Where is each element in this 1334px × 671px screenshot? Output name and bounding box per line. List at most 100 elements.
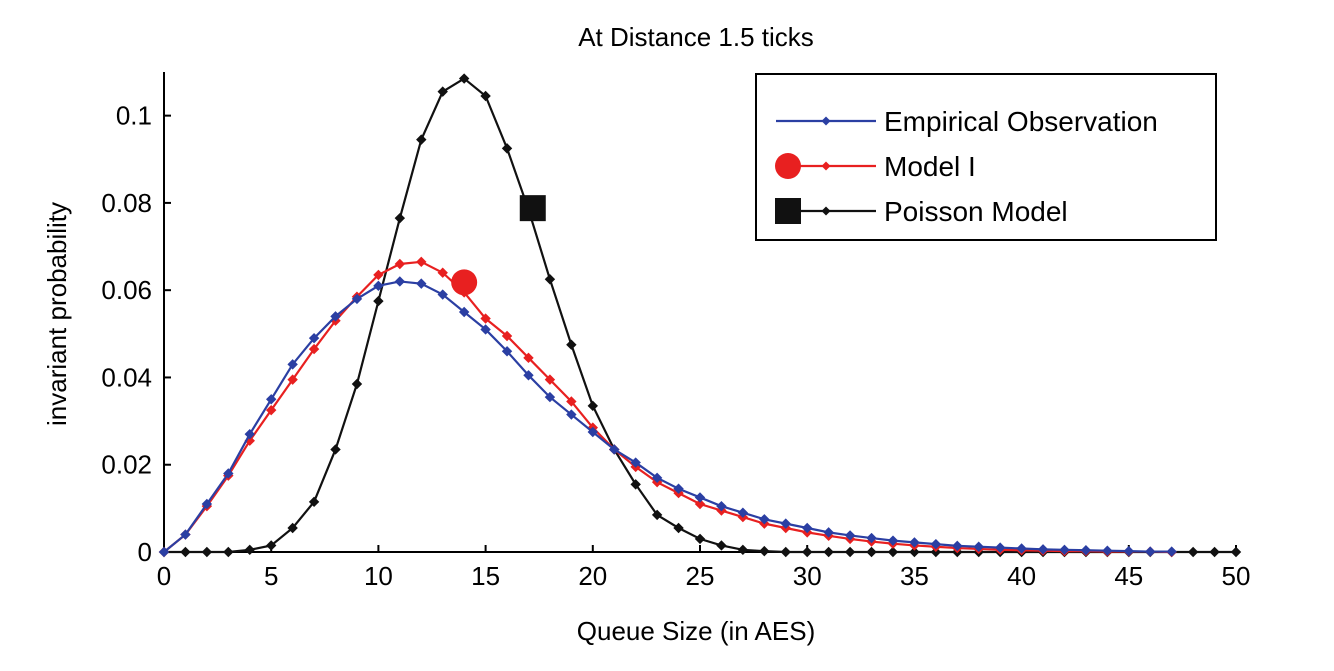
data-point-model-i xyxy=(501,330,513,342)
data-point-poisson-model xyxy=(1209,546,1220,558)
data-point-poisson-model xyxy=(737,544,749,556)
data-point-empirical-observation xyxy=(287,359,298,370)
data-point-empirical-observation xyxy=(609,444,620,455)
y-tick-label: 0.08 xyxy=(101,188,152,218)
data-point-empirical-observation xyxy=(330,311,341,322)
data-point-model-i xyxy=(287,374,298,385)
x-tick-label: 35 xyxy=(900,561,929,591)
data-point-empirical-observation xyxy=(180,529,191,540)
data-point-poisson-model xyxy=(930,546,942,558)
data-point-empirical-observation xyxy=(994,542,1006,553)
data-point-poisson-model xyxy=(265,540,277,551)
data-point-empirical-observation xyxy=(973,541,984,552)
data-point-poisson-model xyxy=(673,522,684,534)
x-tick-label: 30 xyxy=(793,561,822,591)
data-point-poisson-model xyxy=(759,545,770,557)
data-point-empirical-observation xyxy=(930,538,942,550)
x-tick-label: 45 xyxy=(1114,561,1143,591)
data-point-empirical-observation xyxy=(1102,545,1113,556)
data-point-model-i xyxy=(523,352,534,364)
data-point-empirical-observation xyxy=(416,278,427,289)
data-point-empirical-observation xyxy=(952,540,963,552)
x-tick-label: 15 xyxy=(471,561,500,591)
data-point-empirical-observation xyxy=(1016,543,1027,554)
y-tick-label: 0 xyxy=(138,537,152,567)
y-tick-label: 0.06 xyxy=(101,275,152,305)
data-point-empirical-observation xyxy=(201,498,213,510)
legend-diamond-poisson-model xyxy=(821,206,831,216)
x-tick-label: 5 xyxy=(264,561,278,591)
data-point-poisson-model xyxy=(458,73,470,84)
data-point-model-i xyxy=(416,256,427,268)
chart-title: At Distance 1.5 ticks xyxy=(578,22,814,52)
data-point-empirical-observation xyxy=(544,391,556,403)
data-point-poisson-model xyxy=(694,533,706,545)
data-point-empirical-observation xyxy=(887,535,899,546)
data-point-poisson-model xyxy=(630,479,641,490)
data-point-empirical-observation xyxy=(351,293,363,305)
legend-label-empirical-observation: Empirical Observation xyxy=(884,106,1158,137)
data-point-empirical-observation xyxy=(373,280,384,292)
y-tick-label: 0.04 xyxy=(101,362,152,392)
data-point-empirical-observation xyxy=(801,522,813,534)
big-marker-poisson-model xyxy=(519,195,546,222)
data-point-model-i xyxy=(544,374,556,385)
data-point-empirical-observation xyxy=(523,370,534,381)
data-point-poisson-model xyxy=(394,212,406,224)
data-point-model-i xyxy=(566,396,577,407)
data-point-empirical-observation xyxy=(737,507,749,518)
legend-item-poisson-model: Poisson Model xyxy=(775,196,1068,227)
data-point-model-i xyxy=(308,343,320,355)
data-point-empirical-observation xyxy=(780,518,791,529)
data-point-poisson-model xyxy=(887,546,899,558)
data-point-poisson-model xyxy=(501,143,513,154)
x-tick-label: 25 xyxy=(686,561,715,591)
plot-area xyxy=(158,73,1242,558)
data-point-model-i xyxy=(480,313,491,324)
data-point-poisson-model xyxy=(909,546,920,558)
data-point-empirical-observation xyxy=(716,500,727,512)
data-point-empirical-observation xyxy=(1166,546,1177,557)
data-point-poisson-model xyxy=(180,546,191,558)
data-point-poisson-model xyxy=(416,134,427,145)
data-point-poisson-model xyxy=(544,274,556,285)
data-point-poisson-model xyxy=(223,546,234,558)
data-point-empirical-observation xyxy=(458,306,470,318)
data-point-model-i xyxy=(265,404,277,416)
data-point-empirical-observation xyxy=(244,428,255,440)
y-tick-label: 0.02 xyxy=(101,450,152,480)
legend-label-poisson-model: Poisson Model xyxy=(884,196,1068,227)
data-point-empirical-observation xyxy=(1123,545,1135,557)
data-point-empirical-observation xyxy=(759,514,770,525)
x-tick-label: 20 xyxy=(578,561,607,591)
legend-diamond-empirical-observation xyxy=(821,116,831,126)
data-point-empirical-observation xyxy=(909,537,920,548)
series-empirical-observation xyxy=(158,276,1177,558)
data-point-model-i xyxy=(694,498,706,510)
data-point-empirical-observation xyxy=(1059,544,1070,556)
data-point-empirical-observation xyxy=(501,346,513,357)
data-point-empirical-observation xyxy=(308,332,320,344)
big-marker-model-i xyxy=(451,269,478,296)
data-point-empirical-observation xyxy=(394,276,406,287)
data-point-poisson-model xyxy=(780,546,791,558)
data-point-poisson-model xyxy=(801,546,813,558)
data-point-empirical-observation xyxy=(158,546,170,558)
data-point-poisson-model xyxy=(437,86,448,97)
legend-label-model-i: Model I xyxy=(884,151,976,182)
data-point-empirical-observation xyxy=(480,324,491,335)
data-point-poisson-model xyxy=(844,546,856,558)
data-point-empirical-observation xyxy=(437,289,448,300)
data-point-empirical-observation xyxy=(673,483,684,494)
x-axis-label: Queue Size (in AES) xyxy=(577,616,815,646)
data-point-poisson-model xyxy=(823,546,834,558)
x-tick-label: 50 xyxy=(1222,561,1251,591)
data-point-model-i xyxy=(373,269,384,281)
legend-square-marker xyxy=(775,198,801,224)
data-point-poisson-model xyxy=(716,540,727,551)
data-point-empirical-observation xyxy=(1037,544,1049,555)
legend-item-empirical-observation: Empirical Observation xyxy=(776,106,1158,137)
legend-circle-marker xyxy=(775,153,801,179)
data-point-model-i xyxy=(437,267,448,278)
data-point-poisson-model xyxy=(287,522,298,534)
